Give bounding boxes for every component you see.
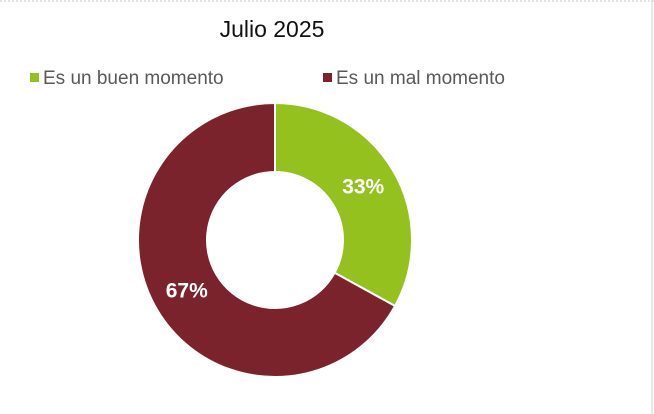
legend-label: Es un mal momento (336, 68, 505, 89)
donut (137, 101, 413, 378)
data-label: 67% (166, 280, 208, 303)
legend: Es un buen momento Es un mal momento (30, 68, 505, 89)
data-label: 33% (342, 175, 384, 198)
legend-label: Es un buen momento (43, 68, 224, 89)
donut-slice (274, 101, 413, 308)
legend-swatch (30, 73, 39, 82)
data-labels: 33% 67% (166, 175, 385, 302)
legend-swatch (323, 73, 332, 82)
donut-slice (137, 101, 397, 378)
chart-title: Julio 2025 (220, 16, 325, 42)
